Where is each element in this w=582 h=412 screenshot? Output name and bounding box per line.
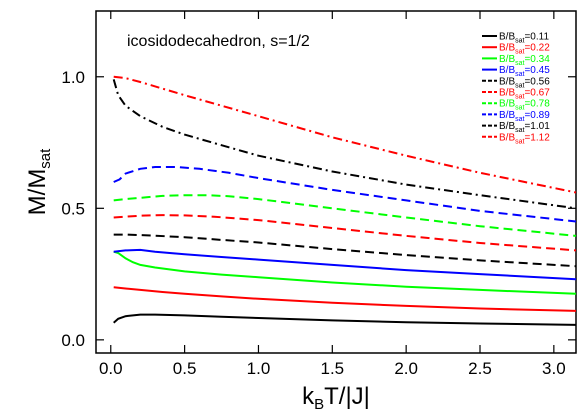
legend-label-sub: sat: [515, 38, 524, 45]
legend-label-value: =0.34: [524, 54, 550, 65]
x-tick-label: 2.0: [394, 359, 418, 378]
legend-label: B/Bsat=0.45: [499, 65, 550, 78]
y-axis-title-sub: sat: [37, 148, 54, 169]
series-line-5: [113, 233, 577, 268]
series-layer: [112, 75, 577, 326]
legend-label-value: =0.22: [524, 43, 550, 54]
legend: B/Bsat=0.11B/Bsat=0.22B/Bsat=0.34B/Bsat=…: [482, 32, 550, 145]
legend-label: B/Bsat=0.56: [499, 76, 550, 89]
x-axis-title: kBT/|J|: [302, 383, 370, 412]
legend-label-main: B/B: [499, 32, 515, 43]
legend-label-main: B/B: [499, 76, 515, 87]
legend-label-main: B/B: [499, 121, 515, 132]
series-line-10: [113, 75, 577, 194]
legend-label: B/Bsat=0.22: [499, 43, 550, 56]
x-tick-label: 0.5: [173, 359, 197, 378]
x-axis-title-main: k: [302, 383, 315, 410]
legend-label-main: B/B: [499, 110, 515, 121]
y-axis-title: M/Msat: [24, 148, 54, 215]
legend-label-sub: sat: [515, 127, 524, 134]
legend-label-value: =0.11: [524, 32, 549, 43]
legend-label: B/Bsat=0.11: [499, 32, 549, 45]
legend-label-main: B/B: [499, 43, 515, 54]
x-tick-label: 1.0: [247, 359, 271, 378]
x-tick-label: 3.0: [542, 359, 566, 378]
chart-annotation: icosidodecahedron, s=1/2: [127, 33, 310, 50]
legend-label-main: B/B: [499, 132, 515, 143]
axis-layer: 0.0 0.5 1.0 1.5 2.0 2.5 3.0 0.0 0.5 1.0: [61, 11, 576, 378]
x-tick-label: 1.5: [320, 359, 344, 378]
x-axis-title-sub: B: [314, 396, 324, 412]
legend-label: B/Bsat=0.89: [499, 110, 550, 123]
y-axis-title-main: M/M: [24, 169, 51, 216]
series-line-8: [113, 166, 577, 223]
legend-label-sub: sat: [515, 71, 524, 78]
plot-frame: [95, 10, 577, 354]
legend-label-value: =0.67: [524, 88, 550, 99]
series-line-2: [113, 286, 577, 312]
legend-label-value: =1.12: [524, 132, 550, 143]
legend-label-sub: sat: [515, 82, 524, 89]
legend-label-value: =0.78: [524, 99, 550, 110]
legend-label-value: =0.45: [524, 65, 550, 76]
legend-label: B/Bsat=1.01: [499, 121, 550, 134]
series-line-6: [113, 214, 577, 252]
y-tick-label: 0.5: [61, 199, 85, 218]
series-line-1: [113, 313, 577, 326]
legend-label: B/Bsat=0.34: [499, 54, 550, 67]
x-tick-label: 0.0: [99, 359, 123, 378]
series-line-4: [113, 248, 577, 281]
legend-label-main: B/B: [499, 54, 515, 65]
series-line-3: [113, 250, 577, 295]
legend-label-sub: sat: [515, 138, 524, 145]
legend-label-main: B/B: [499, 65, 515, 76]
y-tick-label: 0.0: [61, 331, 85, 350]
legend-label: B/Bsat=1.12: [499, 132, 550, 145]
x-axis-title-rest: T/|J|: [324, 383, 370, 410]
legend-label-sub: sat: [515, 60, 524, 67]
legend-label-value: =0.56: [524, 76, 550, 87]
x-tick-label: 2.5: [468, 359, 492, 378]
legend-label-value: =0.89: [524, 110, 550, 121]
legend-label-sub: sat: [515, 49, 524, 56]
series-line-9: [112, 79, 577, 210]
legend-label-sub: sat: [515, 94, 524, 101]
legend-label-main: B/B: [499, 88, 515, 99]
legend-label-sub: sat: [515, 116, 524, 123]
legend-label: B/Bsat=0.67: [499, 88, 550, 101]
series-line-7: [113, 194, 577, 237]
legend-label-sub: sat: [515, 105, 524, 112]
legend-label-value: =1.01: [524, 121, 550, 132]
y-tick-label: 1.0: [61, 68, 85, 87]
legend-label: B/Bsat=0.78: [499, 99, 550, 112]
legend-label-main: B/B: [499, 99, 515, 110]
